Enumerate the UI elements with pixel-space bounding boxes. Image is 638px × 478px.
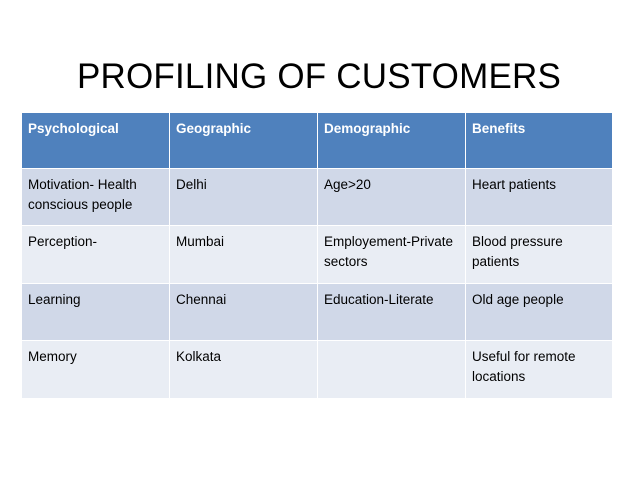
table-cell: Learning [22, 284, 169, 340]
table-cell: Delhi [170, 169, 317, 225]
table-cell: Blood pressure patients [466, 226, 612, 283]
table-cell: Motivation- Health conscious people [22, 169, 169, 225]
header-benefits: Benefits [466, 113, 612, 168]
table-cell [318, 341, 465, 398]
table-cell: Memory [22, 341, 169, 398]
table-cell: Education-Literate [318, 284, 465, 340]
table-row: Motivation- Health conscious people Delh… [22, 169, 612, 225]
table-cell: Mumbai [170, 226, 317, 283]
table-cell: Perception- [22, 226, 169, 283]
slide-title: PROFILING OF CUSTOMERS [76, 57, 562, 96]
table-cell: Age>20 [318, 169, 465, 225]
table-cell: Kolkata [170, 341, 317, 398]
table-cell: Chennai [170, 284, 317, 340]
table-header-row: Psychological Geographic Demographic Ben… [22, 113, 612, 168]
header-psychological: Psychological [22, 113, 169, 168]
table-row: Memory Kolkata Useful for remote locatio… [22, 341, 612, 398]
table-row: Learning Chennai Education-Literate Old … [22, 284, 612, 340]
table-cell: Useful for remote locations [466, 341, 612, 398]
table-cell: Employement-Private sectors [318, 226, 465, 283]
customer-profiling-table: Psychological Geographic Demographic Ben… [21, 112, 613, 399]
header-geographic: Geographic [170, 113, 317, 168]
header-demographic: Demographic [318, 113, 465, 168]
table-cell: Heart patients [466, 169, 612, 225]
table-row: Perception- Mumbai Employement-Private s… [22, 226, 612, 283]
table-cell: Old age people [466, 284, 612, 340]
